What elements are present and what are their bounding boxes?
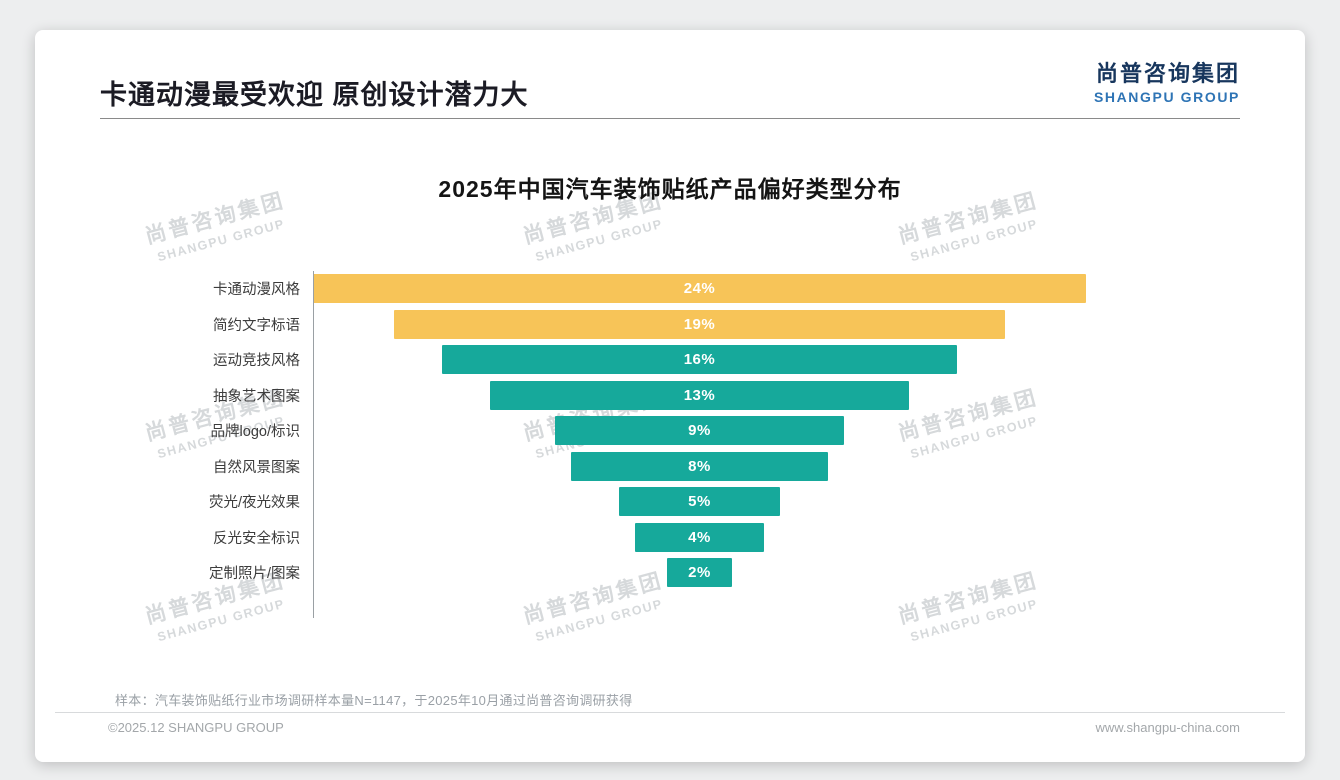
brand-logo-en-text: SHANGPU GROUP [1093,89,1240,105]
brand-logo-cn-text: 尚普咨询集团 [1095,61,1240,86]
footer-divider [55,712,1285,713]
bar-value-label: 9% [688,422,711,440]
chart-row: 定制照片/图案 2% [35,555,1086,591]
category-label: 简约文字标语 [213,317,300,334]
bar-area: 8% [313,451,1086,481]
funnel-bar: 5% [618,487,781,517]
bar-area: 19% [313,309,1086,339]
funnel-bar: 4% [635,522,764,552]
funnel-bar: 8% [570,451,829,481]
bar-value-label: 4% [688,528,711,546]
bar-area: 16% [313,345,1086,375]
bar-value-label: 2% [688,564,711,582]
funnel-bar: 24% [313,274,1086,304]
bar-value-label: 5% [688,493,711,511]
bar-area: 2% [313,558,1086,588]
chart-row: 卡通动漫风格 24% [35,271,1086,307]
report-slide: 尚普咨询集团 SHANGPU GROUP 尚普咨询集团 SHANGPU GROUP 尚普… [35,30,1305,762]
chart-row: 反光安全标识 4% [35,520,1086,556]
funnel-bar: 16% [441,345,958,375]
bar-area: 4% [313,522,1086,552]
chart-row: 抽象艺术图案 13% [35,378,1086,414]
sample-note: 样本：汽车装饰贴纸行业市场调研样本量N=1147，于2025年10月通过尚普咨询… [115,693,633,708]
funnel-bar: 19% [393,309,1006,339]
category-label: 自然风景图案 [213,459,300,476]
chart-title: 2025年中国汽车装饰贴纸产品偏好类型分布 [438,176,902,202]
category-label: 抽象艺术图案 [213,388,300,405]
category-label: 荧光/夜光效果 [208,495,300,512]
category-label: 品牌logo/标识 [210,424,300,441]
bar-value-label: 13% [683,386,716,404]
funnel-chart: 卡通动漫风格 24% 简约文字标语 19% 运动竞技风格 16% 抽象艺术图案 13% 品牌lo… [35,271,1086,618]
funnel-bar: 9% [554,416,845,446]
chart-row: 品牌logo/标识 9% [35,413,1086,449]
chart-row: 运动竞技风格 16% [35,342,1086,378]
content-layer: 卡通动漫最受欢迎 原创设计潜力大 尚普咨询集团 SHANGPU GROUP 20… [35,30,1305,762]
category-label: 卡通动漫风格 [213,282,300,299]
brand-logo: 尚普咨询集团 SHANGPU GROUP [1094,56,1240,105]
category-label: 运动竞技风格 [213,353,300,370]
bar-area: 13% [313,380,1086,410]
website-link[interactable]: www.shangpu-china.com [1095,720,1240,735]
bar-value-label: 24% [683,280,716,298]
copyright-text: ©2025.12 SHANGPU GROUP [108,720,284,735]
bar-area: 9% [313,416,1086,446]
bar-area: 5% [313,487,1086,517]
bar-value-label: 19% [683,315,716,333]
category-label: 定制照片/图案 [208,566,300,583]
chart-row: 自然风景图案 8% [35,449,1086,485]
header-divider [100,118,1240,119]
bar-value-label: 16% [683,351,716,369]
chart-row: 荧光/夜光效果 5% [35,484,1086,520]
page-title: 卡通动漫最受欢迎 原创设计潜力大 [100,80,529,110]
bar-value-label: 8% [688,457,711,475]
bar-area: 24% [313,274,1086,304]
funnel-bar: 2% [667,558,732,588]
funnel-bar: 13% [490,380,909,410]
y-axis-line [313,271,314,618]
category-label: 反光安全标识 [213,530,300,547]
chart-row: 简约文字标语 19% [35,307,1086,343]
